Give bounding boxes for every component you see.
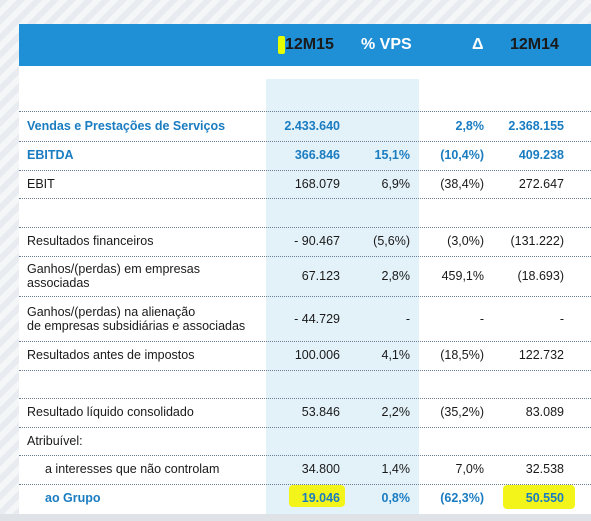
cell-12m14: 32.538 xyxy=(525,462,564,476)
cell-vps: 2,2% xyxy=(381,405,411,419)
row-separator xyxy=(19,370,591,371)
row-label-line1: Ganhos/(perdas) em empresas xyxy=(27,262,200,276)
cell-vps: 6,9% xyxy=(381,177,411,191)
row-label-line2: de empresas subsidiárias e associadas xyxy=(27,319,246,333)
row-label: EBITDA xyxy=(27,148,74,162)
cell-delta: (38,4%) xyxy=(440,177,484,191)
cell-vps: 1,4% xyxy=(381,462,411,476)
row-label: a interesses que não controlam xyxy=(45,462,220,476)
header-percent-vps: % VPS xyxy=(361,36,412,53)
cell-12m14: 83.089 xyxy=(525,405,564,419)
row-label-line2: associadas xyxy=(27,276,90,290)
row-separator xyxy=(19,111,591,112)
row-separator xyxy=(19,198,591,199)
cell-delta: (35,2%) xyxy=(440,405,484,419)
cell-delta: (3,0%) xyxy=(447,234,484,248)
cell-12m14: - xyxy=(559,312,564,326)
cell-vps: - xyxy=(405,312,410,326)
row-separator xyxy=(19,484,591,485)
cell-12m15: 34.800 xyxy=(301,462,340,476)
row-separator xyxy=(19,427,591,428)
highlight-mark xyxy=(278,36,285,54)
cell-vps: (5,6%) xyxy=(373,234,410,248)
header-delta: Δ xyxy=(472,36,484,53)
cell-12m14: (131.222) xyxy=(510,234,564,248)
cell-delta: (62,3%) xyxy=(440,491,484,505)
row-label: Vendas e Prestações de Serviços xyxy=(27,119,226,133)
cell-12m15: 168.079 xyxy=(294,177,340,191)
cell-12m14: 50.550 xyxy=(525,491,564,505)
cell-delta: 7,0% xyxy=(455,462,485,476)
row-separator xyxy=(19,227,591,228)
row-separator xyxy=(19,341,591,342)
header-12m14: 12M14 xyxy=(506,32,562,58)
row-label: ao Grupo xyxy=(45,491,101,505)
header-12m15: 12M15 xyxy=(281,32,337,58)
row-label: Resultado líquido consolidado xyxy=(27,405,194,419)
highlight-marker xyxy=(289,485,345,507)
row-label-line1: Ganhos/(perdas) na alienação xyxy=(27,305,196,319)
cell-12m15: 100.006 xyxy=(294,348,340,362)
cell-12m15: - 90.467 xyxy=(294,234,340,248)
row-label: Atribuível: xyxy=(27,434,83,448)
cell-vps: 15,1% xyxy=(374,148,410,162)
cell-delta: (18,5%) xyxy=(440,348,484,362)
cell-delta: 459,1% xyxy=(441,269,484,283)
row-label: Resultados financeiros xyxy=(27,234,154,248)
row-separator xyxy=(19,141,591,142)
income-statement-table: 12M15 % VPS Δ 12M14 Vendas e Prestações … xyxy=(19,24,591,514)
cell-delta: (10,4%) xyxy=(440,148,484,162)
cell-12m14: 272.647 xyxy=(518,177,564,191)
cell-12m15: - 44.729 xyxy=(294,312,340,326)
cell-12m14: 2.368.155 xyxy=(508,119,564,133)
cell-vps: 0,8% xyxy=(381,491,411,505)
cell-12m15: 67.123 xyxy=(301,269,340,283)
cell-12m14: (18.693) xyxy=(517,269,564,283)
cell-delta: 2,8% xyxy=(455,119,485,133)
row-label: EBIT xyxy=(27,177,55,191)
row-separator xyxy=(19,398,591,399)
background-footer-band xyxy=(0,514,591,521)
cell-vps: 2,8% xyxy=(381,269,411,283)
cell-12m14: 409.238 xyxy=(518,148,564,162)
row-separator xyxy=(19,170,591,171)
cell-12m15: 19.046 xyxy=(301,491,340,505)
cell-delta: - xyxy=(479,312,484,326)
row-label: Resultados antes de impostos xyxy=(27,348,195,362)
row-separator xyxy=(19,455,591,456)
row-separator xyxy=(19,296,591,297)
highlight-marker xyxy=(503,485,575,509)
cell-12m15: 53.846 xyxy=(301,405,340,419)
cell-12m15: 366.846 xyxy=(294,148,340,162)
cell-vps: 4,1% xyxy=(381,348,411,362)
cell-12m14: 122.732 xyxy=(518,348,564,362)
cell-12m15: 2.433.640 xyxy=(284,119,340,133)
row-separator xyxy=(19,256,591,257)
